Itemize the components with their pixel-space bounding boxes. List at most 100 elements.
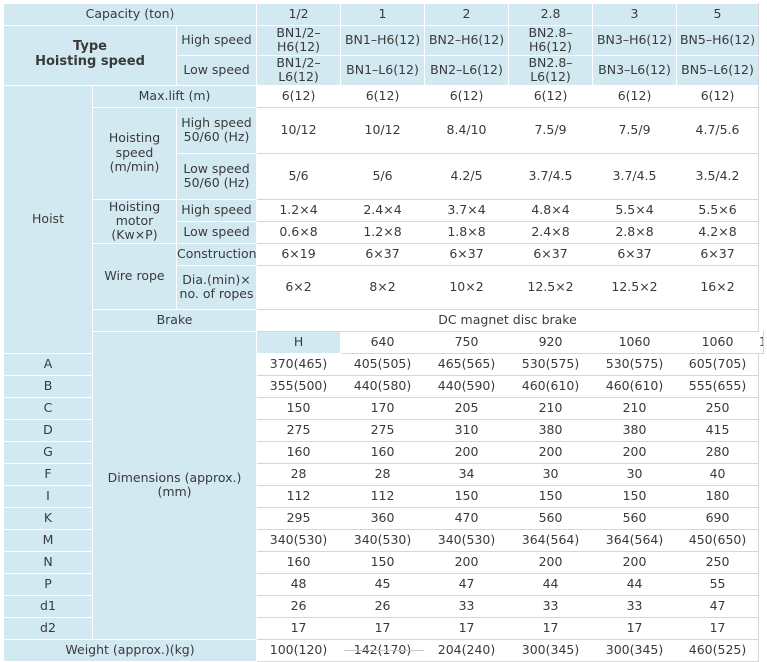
value-cell: 465(565) bbox=[424, 352, 510, 376]
value-cell: 10/12 bbox=[256, 106, 342, 154]
table-row: G 160 160 200 200 200 280 bbox=[3, 440, 764, 464]
value-cell: 160 bbox=[256, 440, 342, 464]
value-cell: 460(610) bbox=[508, 374, 594, 398]
value-cell: 17 bbox=[676, 616, 760, 640]
value-cell: 6(12) bbox=[424, 84, 510, 108]
value-cell: 3 bbox=[592, 3, 678, 26]
value-cell: 200 bbox=[424, 550, 510, 574]
value-cell: 250 bbox=[676, 550, 760, 574]
value-cell: 6(12) bbox=[676, 84, 760, 108]
value-cell: 150 bbox=[424, 484, 510, 508]
table-row: F 28 28 34 30 30 40 bbox=[3, 462, 764, 486]
value-cell: BN2.8–H6(12) bbox=[508, 25, 594, 56]
value-cell: 2.8 bbox=[508, 3, 594, 26]
value-cell: 6×2 bbox=[256, 264, 342, 310]
dimension-key: D bbox=[3, 418, 93, 442]
value-cell: 3.7×4 bbox=[424, 198, 510, 222]
value-cell: 1.8×8 bbox=[424, 220, 510, 244]
value-cell: 560 bbox=[508, 506, 594, 530]
value-cell: 5.5×4 bbox=[592, 198, 678, 222]
dimensions-label: Dimensions (approx.)(mm) bbox=[91, 330, 258, 640]
spec-table: Capacity (ton) 1/2 1 2 2.8 3 5 Type Hoisting spe… bbox=[2, 3, 764, 662]
dimension-key: G bbox=[3, 440, 93, 464]
value-cell: 28 bbox=[256, 462, 342, 486]
value-cell: 204(240) bbox=[424, 638, 510, 662]
value-cell: 280 bbox=[676, 440, 760, 464]
value-cell: 26 bbox=[256, 594, 342, 618]
table-row: D 275 275 310 380 380 415 bbox=[3, 418, 764, 442]
value-cell: BN1–L6(12) bbox=[340, 54, 426, 86]
value-cell: 415 bbox=[676, 418, 760, 442]
table-row: Brake DC magnet disc brake bbox=[4, 308, 764, 332]
table-row: Dimensions (approx.)(mm) H 640 750 920 1060 10… bbox=[4, 330, 764, 640]
dimension-key: M bbox=[3, 528, 93, 552]
footer-rule bbox=[344, 650, 424, 654]
weight-label: Weight (approx.)(kg) bbox=[2, 638, 258, 662]
value-cell: 17 bbox=[340, 616, 426, 640]
value-cell: 150 bbox=[508, 484, 594, 508]
value-cell: 47 bbox=[676, 594, 760, 618]
value-cell: 275 bbox=[340, 418, 426, 442]
capacity-label: Capacity (ton) bbox=[2, 3, 258, 26]
value-cell: 170 bbox=[340, 396, 426, 420]
value-cell: 300(345) bbox=[592, 638, 678, 662]
value-cell: 200 bbox=[592, 550, 678, 574]
value-cell: 380 bbox=[592, 418, 678, 442]
dimension-key: K bbox=[3, 506, 93, 530]
value-cell: 1245 bbox=[758, 330, 764, 354]
value-cell: 340(530) bbox=[340, 528, 426, 552]
table-row: I 112 112 150 150 150 180 bbox=[3, 484, 764, 508]
value-cell: 44 bbox=[592, 572, 678, 596]
value-cell: 33 bbox=[424, 594, 510, 618]
value-cell: 8.4/10 bbox=[424, 106, 510, 154]
value-cell: 200 bbox=[424, 440, 510, 464]
value-cell: BN1–H6(12) bbox=[340, 25, 426, 56]
value-cell: 640 bbox=[340, 330, 426, 354]
value-cell: 5.5×6 bbox=[676, 198, 760, 222]
hs-low-label: Low speed 50/60 (Hz) bbox=[175, 152, 258, 200]
value-cell: 3.7/4.5 bbox=[508, 152, 594, 200]
table-row: Wire rope Construction 6×19 6×37 6×37 6×37 6×3… bbox=[4, 242, 764, 310]
dimension-key: A bbox=[3, 352, 93, 376]
value-cell: 6(12) bbox=[256, 84, 342, 108]
value-cell: 205 bbox=[424, 396, 510, 420]
high-speed-label: High speed bbox=[175, 25, 258, 56]
value-cell: BN3–L6(12) bbox=[592, 54, 678, 86]
value-cell: 7.5/9 bbox=[592, 106, 678, 154]
value-cell: 48 bbox=[256, 572, 342, 596]
value-cell: 112 bbox=[340, 484, 426, 508]
table-row: Low speed 50/60 (Hz) 5/6 5/6 4.2/5 3.7/4.5 3.… bbox=[4, 152, 764, 200]
max-lift-label: Max.lift (m) bbox=[91, 84, 258, 108]
value-cell: 460(525) bbox=[676, 638, 760, 662]
value-cell: 250 bbox=[676, 396, 760, 420]
value-cell: 2.4×4 bbox=[340, 198, 426, 222]
value-cell: 1/2 bbox=[256, 3, 342, 26]
dimension-key: N bbox=[3, 550, 93, 574]
value-cell: 6×37 bbox=[508, 242, 594, 266]
value-cell: 690 bbox=[676, 506, 760, 530]
hoisting-speed-title: Hoisting speed bbox=[35, 54, 145, 70]
table-row: Type Hoisting speed High speed BN1/2– H6(12… bbox=[3, 25, 764, 86]
value-cell: 33 bbox=[508, 594, 594, 618]
table-row: Dia.(min)× no. of ropes 6×2 8×2 10×2 12.5×2 1… bbox=[4, 264, 764, 310]
table-row: N 160 150 200 200 200 250 bbox=[3, 550, 764, 574]
value-cell: 16×2 bbox=[676, 264, 760, 310]
value-cell: 6×37 bbox=[340, 242, 426, 266]
value-cell: 30 bbox=[508, 462, 594, 486]
value-cell: 560 bbox=[592, 506, 678, 530]
value-cell: BN1/2– H6(12) bbox=[256, 25, 342, 56]
value-cell: 47 bbox=[424, 572, 510, 596]
value-cell: 750 bbox=[424, 330, 510, 354]
table-row: Hoist Max.lift (m) 6(12) 6(12) 6(12) 6(12) 6(1… bbox=[3, 84, 764, 354]
low-speed-label: Low speed bbox=[175, 54, 258, 86]
table-row: Hoisting motor (Kw×P) High speed 1.2×4 2.4×… bbox=[4, 198, 764, 244]
value-cell: 4.2×8 bbox=[676, 220, 760, 244]
value-cell: 605(705) bbox=[676, 352, 760, 376]
value-cell: 295 bbox=[256, 506, 342, 530]
value-cell: 364(564) bbox=[592, 528, 678, 552]
value-cell: 5/6 bbox=[256, 152, 342, 200]
value-cell: 460(610) bbox=[592, 374, 678, 398]
value-cell: 17 bbox=[592, 616, 678, 640]
value-cell: 10/12 bbox=[340, 106, 426, 154]
value-cell: 1.2×8 bbox=[340, 220, 426, 244]
